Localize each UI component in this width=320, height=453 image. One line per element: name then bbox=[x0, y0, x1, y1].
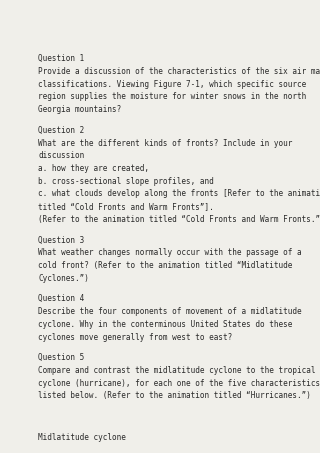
Text: Question 2: Question 2 bbox=[38, 126, 85, 135]
Text: Georgia mountains?: Georgia mountains? bbox=[38, 105, 122, 114]
Text: What weather changes normally occur with the passage of a: What weather changes normally occur with… bbox=[38, 248, 302, 257]
Text: discussion: discussion bbox=[38, 151, 85, 160]
Text: Cyclones.”): Cyclones.”) bbox=[38, 274, 89, 283]
Text: a. how they are created,: a. how they are created, bbox=[38, 164, 149, 173]
Text: What are the different kinds of fronts? Include in your: What are the different kinds of fronts? … bbox=[38, 139, 293, 148]
Text: cyclones move generally from west to east?: cyclones move generally from west to eas… bbox=[38, 333, 233, 342]
Text: Question 1: Question 1 bbox=[38, 54, 85, 63]
Text: region supplies the moisture for winter snows in the north: region supplies the moisture for winter … bbox=[38, 92, 307, 101]
Text: (Refer to the animation titled “Cold Fronts and Warm Fronts.”): (Refer to the animation titled “Cold Fro… bbox=[38, 215, 320, 224]
Text: b. cross-sectional slope profiles, and: b. cross-sectional slope profiles, and bbox=[38, 177, 214, 186]
Text: Question 3: Question 3 bbox=[38, 236, 85, 245]
Text: cyclone (hurricane), for each one of the five characteristics: cyclone (hurricane), for each one of the… bbox=[38, 379, 320, 388]
Text: Compare and contrast the midlatitude cyclone to the tropical: Compare and contrast the midlatitude cyc… bbox=[38, 366, 316, 375]
Text: cold front? (Refer to the animation titled “Midlatitude: cold front? (Refer to the animation titl… bbox=[38, 261, 293, 270]
Text: titled “Cold Fronts and Warm Fronts”].: titled “Cold Fronts and Warm Fronts”]. bbox=[38, 202, 214, 211]
Text: Describe the four components of movement of a midlatitude: Describe the four components of movement… bbox=[38, 307, 302, 316]
Text: classifications. Viewing Figure 7-1, which specific source: classifications. Viewing Figure 7-1, whi… bbox=[38, 80, 307, 89]
Text: Question 4: Question 4 bbox=[38, 294, 85, 304]
Text: listed below. (Refer to the animation titled “Hurricanes.”): listed below. (Refer to the animation ti… bbox=[38, 391, 311, 400]
Text: Question 5: Question 5 bbox=[38, 353, 85, 362]
Text: c. what clouds develop along the fronts [Refer to the animation: c. what clouds develop along the fronts … bbox=[38, 189, 320, 198]
Text: Midlatitude cyclone: Midlatitude cyclone bbox=[38, 433, 126, 442]
Text: cyclone. Why in the conterminous United States do these: cyclone. Why in the conterminous United … bbox=[38, 320, 293, 329]
Text: Provide a discussion of the characteristics of the six air mass: Provide a discussion of the characterist… bbox=[38, 67, 320, 76]
